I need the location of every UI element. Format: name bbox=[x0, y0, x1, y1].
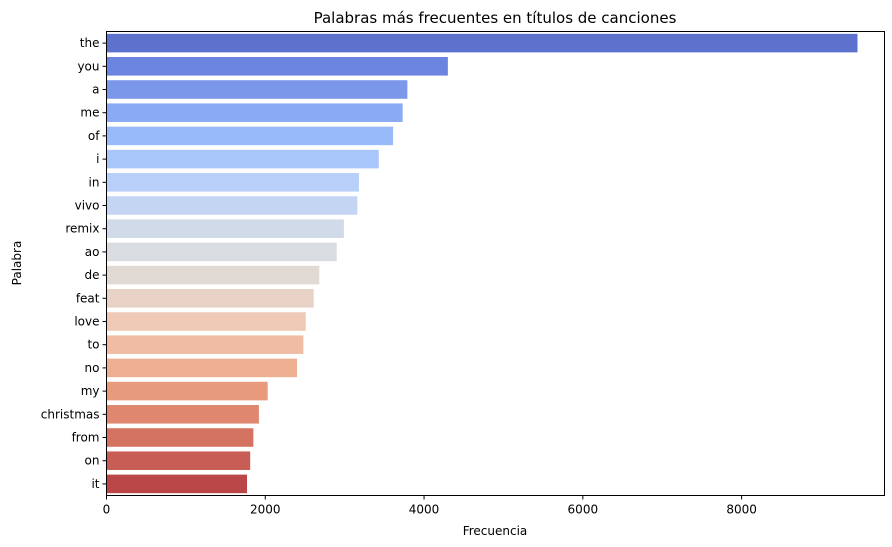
y-tick-label: you bbox=[77, 59, 99, 73]
bars-group bbox=[106, 33, 858, 494]
bar-my bbox=[106, 381, 268, 401]
bar-a bbox=[106, 80, 408, 99]
y-tick-label: in bbox=[89, 175, 100, 189]
bar-de bbox=[106, 265, 320, 285]
y-tick-label: the bbox=[80, 36, 100, 50]
bar-remix bbox=[106, 219, 344, 238]
x-tick-label: 2000 bbox=[250, 503, 281, 517]
x-tick-label: 4000 bbox=[409, 503, 440, 517]
y-tick-label: a bbox=[92, 83, 99, 97]
y-tick-label: to bbox=[87, 338, 99, 352]
y-tick-label: from bbox=[72, 431, 100, 445]
bar-it bbox=[106, 474, 248, 494]
y-tick-label: christmas bbox=[41, 407, 100, 421]
y-tick-label: remix bbox=[65, 222, 99, 236]
x-tick-label: 8000 bbox=[726, 503, 757, 517]
bar-the bbox=[106, 33, 858, 53]
bar-ao bbox=[106, 242, 337, 262]
bar-from bbox=[106, 428, 254, 447]
x-axis-title: Frecuencia bbox=[463, 524, 528, 538]
bar-feat bbox=[106, 289, 314, 308]
y-tick-label: of bbox=[88, 129, 100, 143]
y-tick-label: i bbox=[96, 152, 99, 166]
bar-love bbox=[106, 312, 306, 331]
plot-frame bbox=[106, 31, 885, 496]
y-tick-label: feat bbox=[76, 291, 100, 305]
y-tick-label: it bbox=[91, 477, 99, 491]
bar-of bbox=[106, 126, 394, 146]
x-tick-label: 0 bbox=[103, 503, 111, 517]
y-tick-label: love bbox=[74, 315, 99, 329]
x-ticks: 0 2000 4000 6000 8000 bbox=[103, 495, 757, 517]
bar-christmas bbox=[106, 405, 259, 424]
y-tick-label: de bbox=[85, 268, 100, 282]
y-axis-title: Palabra bbox=[10, 241, 24, 286]
bar-no bbox=[106, 358, 298, 378]
bar-on bbox=[106, 451, 251, 470]
bar-i bbox=[106, 149, 379, 169]
y-tick-label: ao bbox=[85, 245, 100, 259]
bar-vivo bbox=[106, 196, 358, 215]
y-tick-labels: the you a me of i in vivo remix ao de feat love to no m… bbox=[41, 36, 107, 491]
chart-title: Palabras más frecuentes en títulos de ca… bbox=[314, 9, 677, 27]
bar-you bbox=[106, 57, 448, 76]
bar-in bbox=[106, 173, 359, 192]
bar-me bbox=[106, 103, 403, 122]
y-tick-label: me bbox=[80, 106, 99, 120]
y-tick-label: my bbox=[81, 384, 100, 398]
y-tick-label: no bbox=[85, 361, 100, 375]
y-tick-label: vivo bbox=[75, 199, 100, 213]
y-tick-label: on bbox=[85, 454, 100, 468]
bar-to bbox=[106, 335, 304, 354]
x-tick-label: 6000 bbox=[568, 503, 599, 517]
